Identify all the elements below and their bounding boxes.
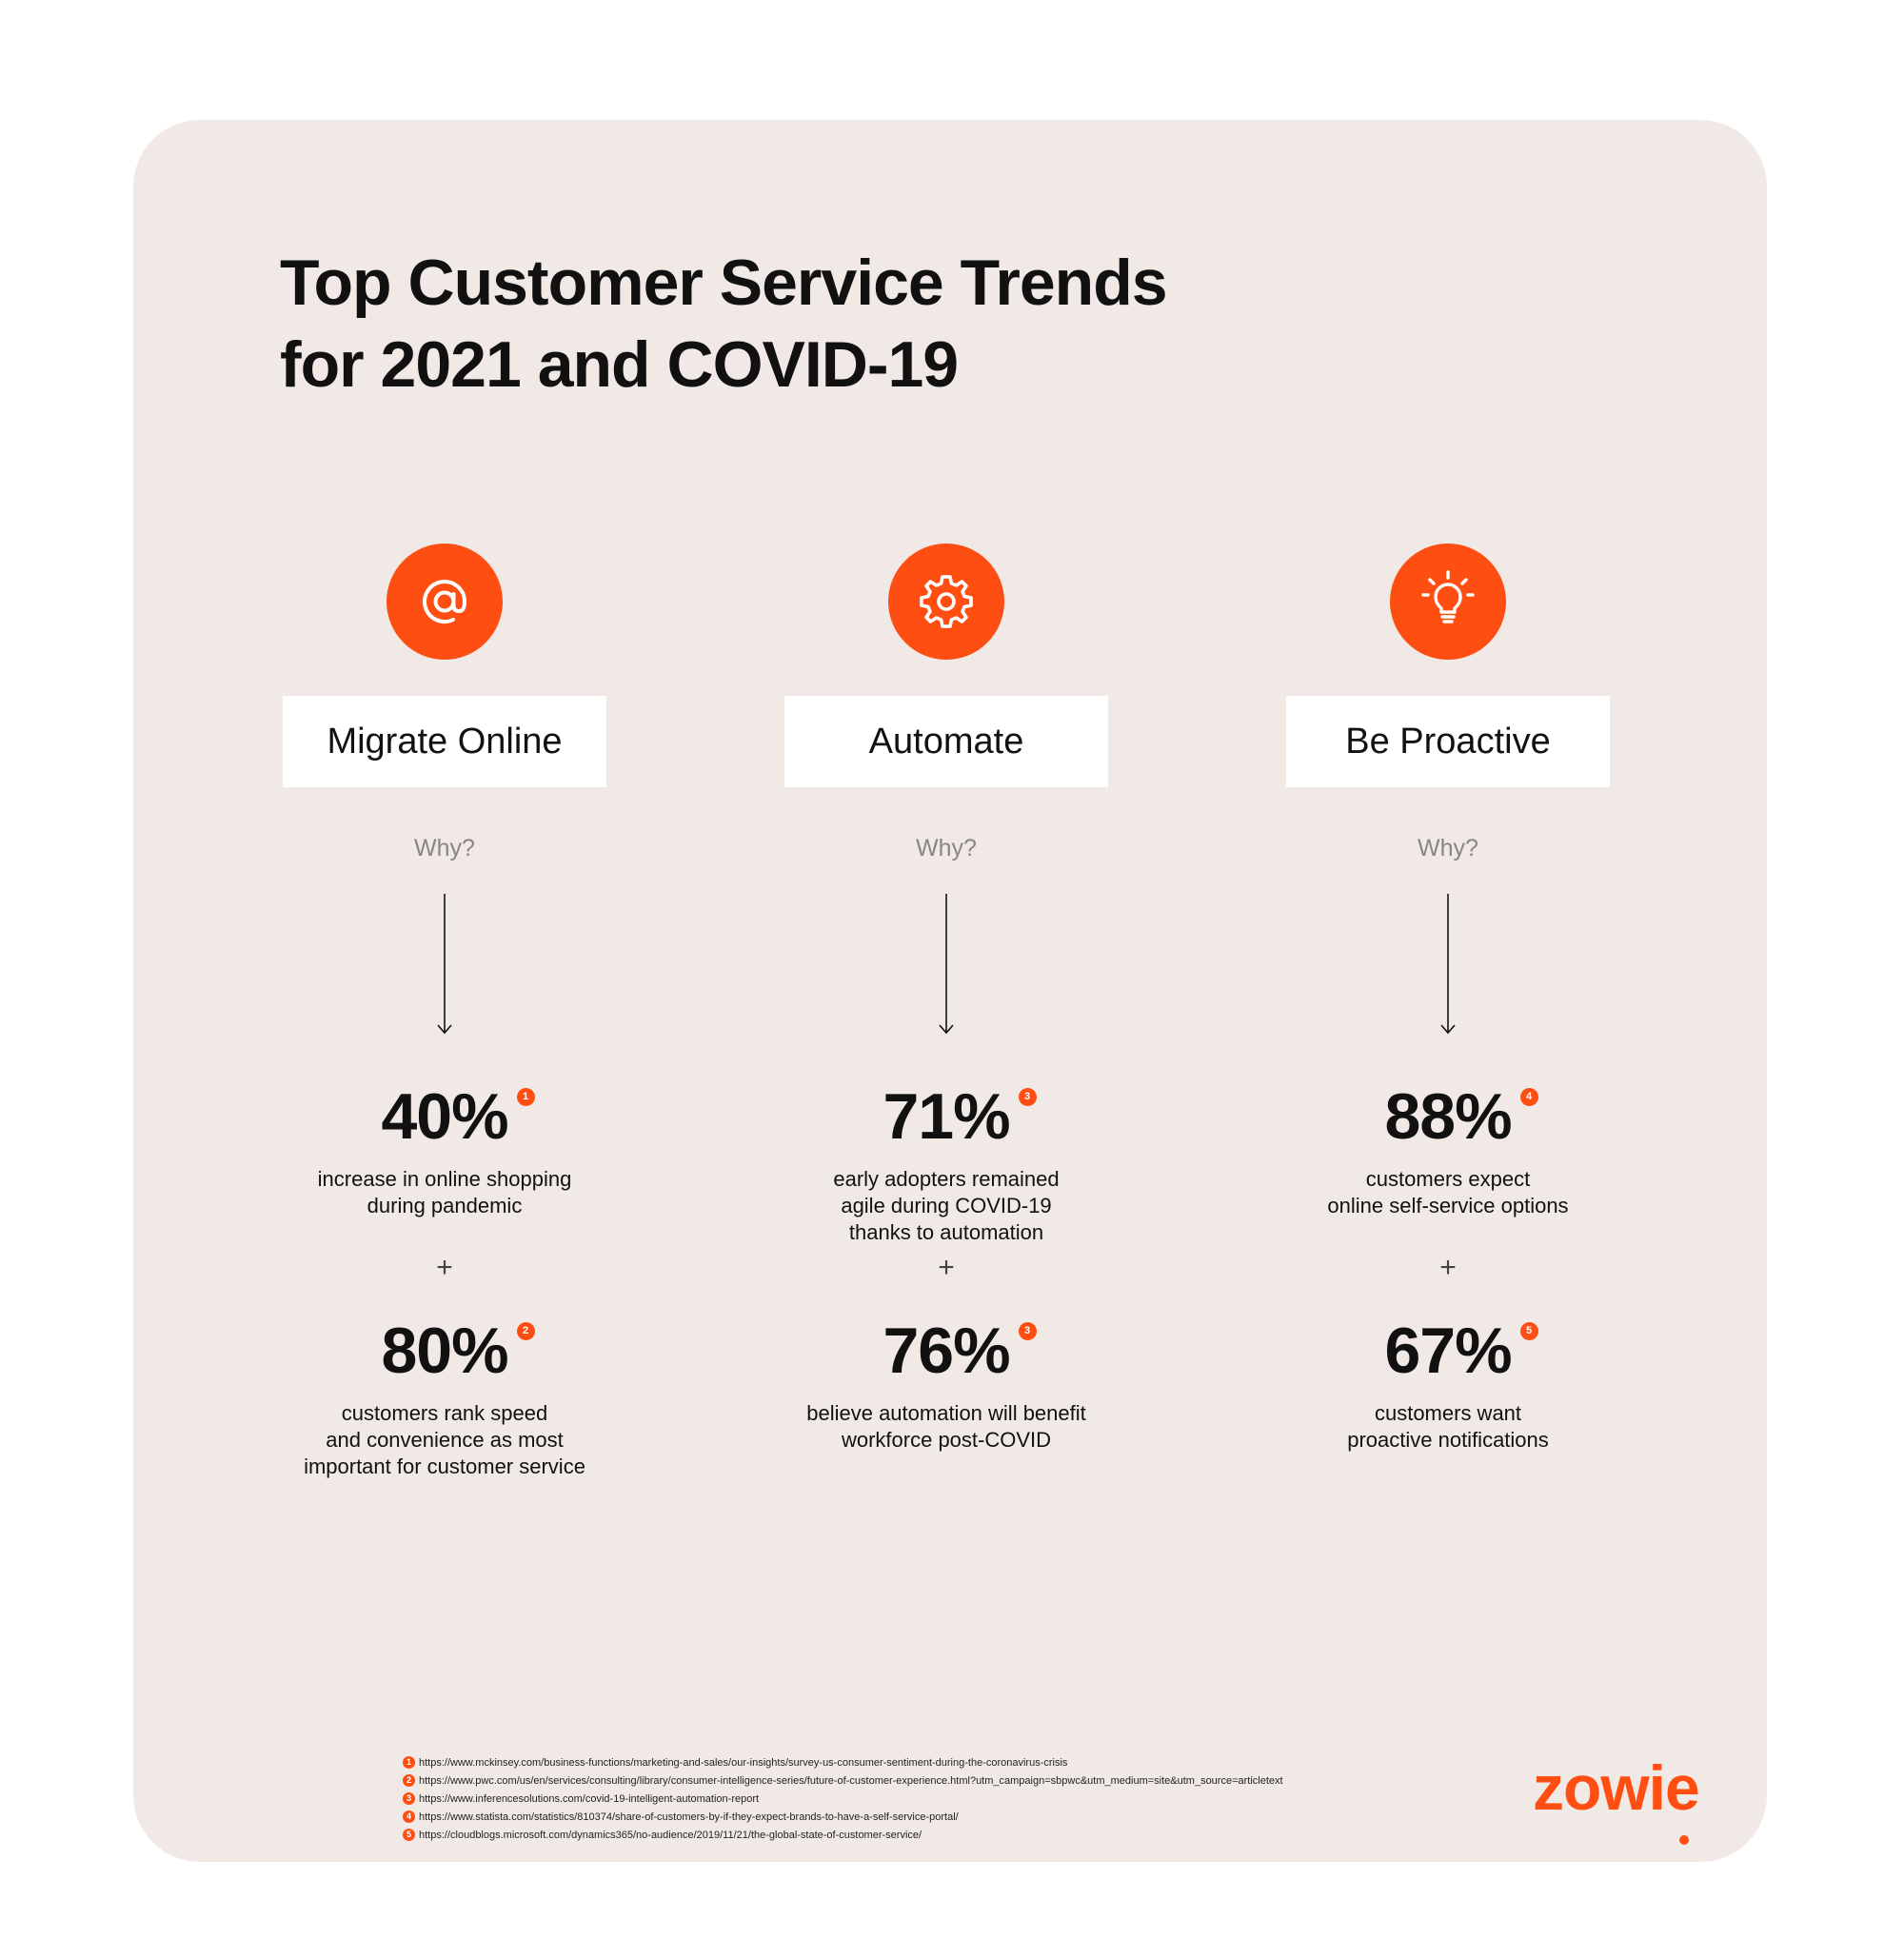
stat-description-line: customers rank speed — [341, 1401, 548, 1425]
zowie-logo: zowie — [1533, 1750, 1742, 1854]
source-item: 3 https://www.inferencesolutions.com/cov… — [403, 1790, 1450, 1808]
stat-value: 67% — [1384, 1315, 1512, 1387]
stat-description-line: workforce post-COVID — [841, 1428, 1052, 1452]
stat-description-line: believe automation will benefit — [806, 1401, 1086, 1425]
source-link[interactable]: https://www.statista.com/statistics/8103… — [419, 1811, 959, 1823]
stat-block: 80% 2 customers rank speed and convenien… — [283, 1315, 606, 1480]
reference-badge: 3 — [1018, 1088, 1037, 1106]
trend-label: Be Proactive — [1286, 696, 1610, 787]
stat-description-line: customers expect — [1365, 1167, 1531, 1191]
gear-icon — [888, 544, 1004, 660]
stat-block: 67% 5 customers want proactive notificat… — [1286, 1315, 1610, 1454]
source-number-badge: 1 — [403, 1756, 415, 1769]
stat-description-line: increase in online shopping — [317, 1167, 572, 1191]
title-line-1: Top Customer Service Trends — [280, 247, 1168, 319]
title-line-2: for 2021 and COVID-19 — [280, 328, 959, 401]
stat-value: 76% — [883, 1315, 1010, 1387]
stat-value: 40% — [381, 1080, 508, 1153]
stat-block: 88% 4 customers expect online self-servi… — [1286, 1080, 1610, 1219]
stat-block: 71% 3 early adopters remained agile duri… — [784, 1080, 1108, 1246]
stat-description-line: customers want — [1374, 1401, 1522, 1425]
logo-dot — [1679, 1835, 1689, 1845]
stat-description: customers want proactive notifications — [1286, 1400, 1610, 1454]
source-item: 2 https://www.pwc.com/us/en/services/con… — [403, 1771, 1450, 1790]
down-arrow-icon — [939, 894, 954, 1035]
reference-badge: 2 — [516, 1322, 535, 1340]
why-label: Why? — [1418, 835, 1478, 861]
source-item: 1 https://www.mckinsey.com/business-func… — [403, 1753, 1450, 1771]
source-item: 5 https://cloudblogs.microsoft.com/dynam… — [403, 1826, 1450, 1844]
source-link[interactable]: https://www.mckinsey.com/business-functi… — [419, 1756, 1068, 1769]
source-link[interactable]: https://www.pwc.com/us/en/services/consu… — [419, 1774, 1283, 1787]
trend-label: Automate — [784, 696, 1108, 787]
stat-description-line: and convenience as most — [326, 1428, 564, 1452]
stat-description-line: early adopters remained — [833, 1167, 1060, 1191]
stat-description: early adopters remained agile during COV… — [784, 1166, 1108, 1246]
stat-description: believe automation will benefit workforc… — [784, 1400, 1108, 1454]
source-number-badge: 4 — [403, 1811, 415, 1823]
stat-description-line: online self-service options — [1327, 1194, 1569, 1217]
stat-description-line: agile during COVID-19 — [841, 1194, 1052, 1217]
source-link[interactable]: https://www.inferencesolutions.com/covid… — [419, 1792, 760, 1805]
reference-badge: 3 — [1018, 1322, 1037, 1340]
lightbulb-icon — [1390, 544, 1506, 660]
stat-description: customers expect online self-service opt… — [1286, 1166, 1610, 1219]
stat-description-line: important for customer service — [304, 1454, 585, 1478]
stat-value: 88% — [1384, 1080, 1512, 1153]
stat-description-line: thanks to automation — [848, 1220, 1044, 1244]
logo-text: zowie — [1533, 1752, 1700, 1823]
stat-description: customers rank speed and convenience as … — [283, 1400, 606, 1480]
reference-badge: 4 — [1519, 1088, 1538, 1106]
plus-separator: + — [436, 1252, 453, 1283]
why-label: Why? — [414, 835, 475, 861]
stat-value: 80% — [381, 1315, 508, 1387]
stat-value: 71% — [883, 1080, 1010, 1153]
stat-block: 76% 3 believe automation will benefit wo… — [784, 1315, 1108, 1454]
source-number-badge: 3 — [403, 1792, 415, 1805]
reference-badge: 5 — [1519, 1322, 1538, 1340]
at-sign-icon — [387, 544, 503, 660]
stat-description-line: during pandemic — [367, 1194, 523, 1217]
source-item: 4 https://www.statista.com/statistics/81… — [403, 1808, 1450, 1826]
source-number-badge: 5 — [403, 1829, 415, 1841]
trend-label: Migrate Online — [283, 696, 606, 787]
source-link[interactable]: https://cloudblogs.microsoft.com/dynamic… — [419, 1829, 922, 1841]
source-number-badge: 2 — [403, 1774, 415, 1787]
stat-description: increase in online shopping during pande… — [283, 1166, 606, 1219]
stat-block: 40% 1 increase in online shopping during… — [283, 1080, 606, 1219]
plus-separator: + — [938, 1252, 955, 1283]
down-arrow-icon — [1440, 894, 1456, 1035]
down-arrow-icon — [437, 894, 452, 1035]
plus-separator: + — [1439, 1252, 1457, 1283]
reference-badge: 1 — [516, 1088, 535, 1106]
sources-list: 1 https://www.mckinsey.com/business-func… — [403, 1753, 1450, 1844]
infographic-card: Top Customer Service Trends for 2021 and… — [133, 120, 1767, 1862]
why-label: Why? — [916, 835, 977, 861]
stat-description-line: proactive notifications — [1347, 1428, 1549, 1452]
page-title: Top Customer Service Trends for 2021 and… — [280, 242, 1168, 406]
